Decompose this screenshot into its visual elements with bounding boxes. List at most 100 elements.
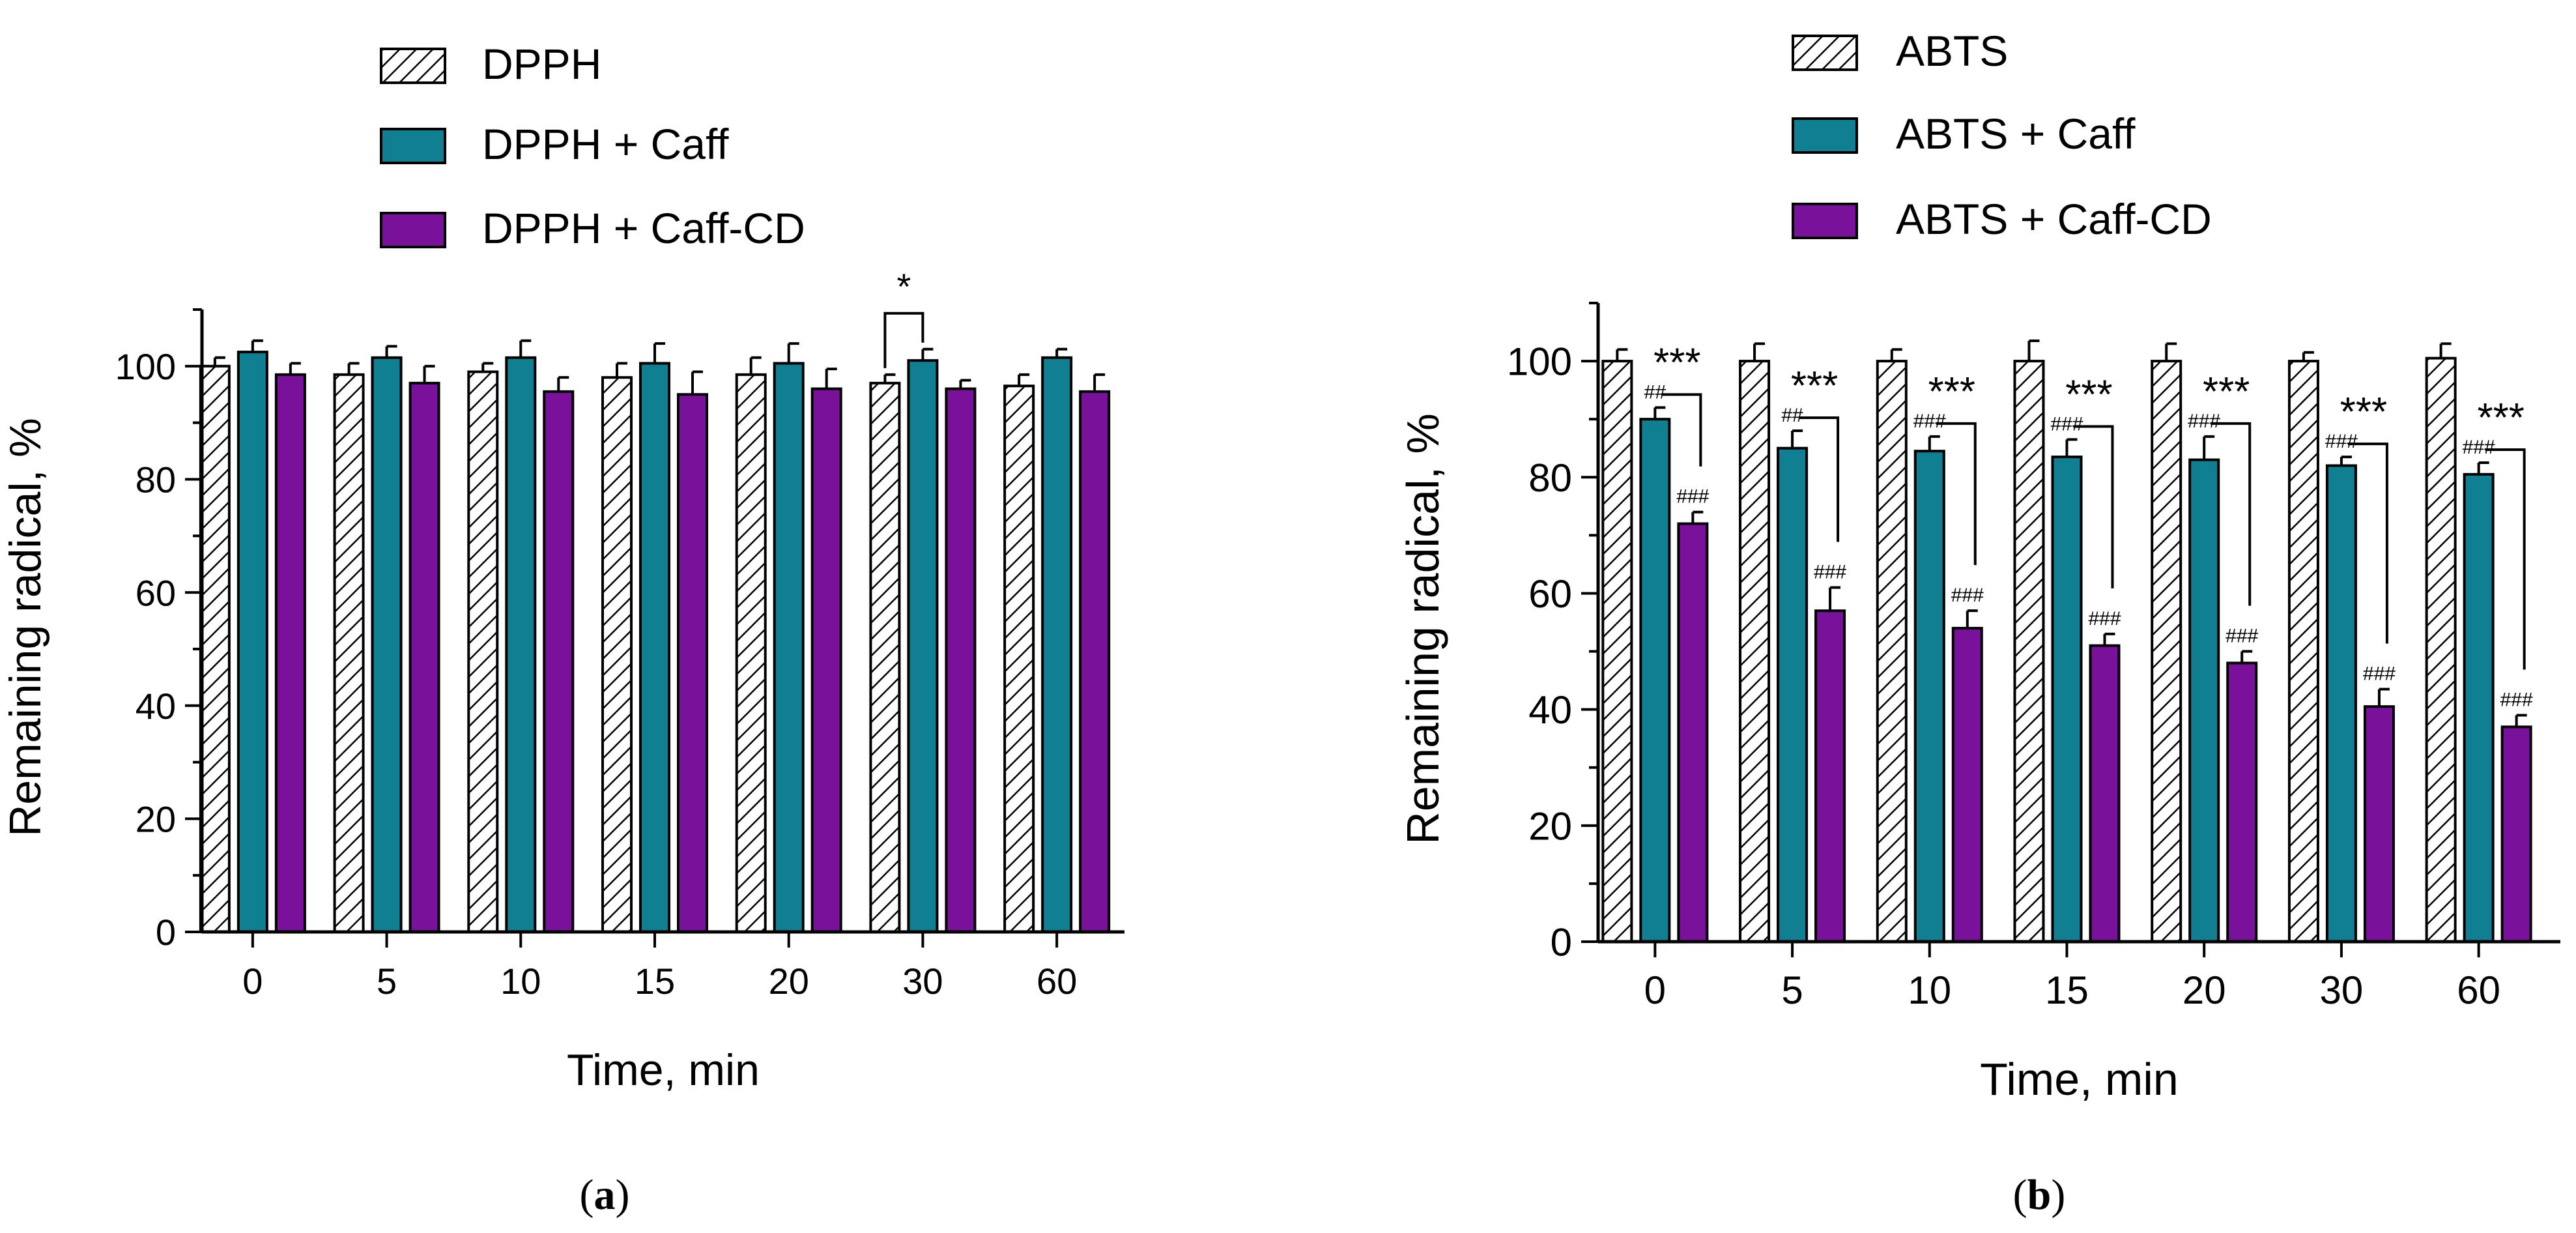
bar-a-0-3 <box>601 376 633 933</box>
bar-b-2-3 <box>2089 644 2121 943</box>
bar-b-2-0 <box>1677 522 1709 943</box>
sig-bracket-a-0 <box>883 312 924 368</box>
sig-bracket-b-6 <box>2485 448 2526 670</box>
panel-b-chart: ABTS ABTS + Caff ABTS + Caff-CD 0 20 40 60 80 10… <box>1397 27 2560 1219</box>
sig-label-b-1: *** <box>1791 364 1838 409</box>
panel-a-chart: DPPH DPPH + Caff DPPH + Caff-CD 0 20 40 60 80 10… <box>1 40 1124 1219</box>
legend-swatch-a-1 <box>380 128 446 164</box>
bar-a-2-1 <box>408 381 440 933</box>
sig-bracket-b-2 <box>1936 422 1977 566</box>
bar-annotation-b-9: ### <box>2225 626 2258 647</box>
bar-a-1-0 <box>236 351 268 933</box>
bar-b-1-6 <box>2463 472 2495 943</box>
y-axis-title-a: Remaining radical, % <box>1 418 50 837</box>
x-tick-label-a-6: 60 <box>1037 961 1077 1002</box>
legend-swatch-b-2 <box>1792 203 1858 239</box>
sig-label-b-4: *** <box>2203 370 2250 414</box>
panel-label-letter-b: b <box>2027 1171 2052 1219</box>
bar-annotation-b-1: ### <box>1676 486 1709 508</box>
bar-b-2-2 <box>1951 626 1983 944</box>
sig-bracket-b-0 <box>1661 393 1702 467</box>
legend-label-b-2: ABTS + Caff-CD <box>1896 195 2212 243</box>
x-tick-label-b-2: 10 <box>1908 968 1951 1012</box>
bar-annotation-b-10: ### <box>2325 431 2358 452</box>
x-tick-label-a-4: 20 <box>769 961 809 1002</box>
legend-label-a-2: DPPH + Caff-CD <box>482 204 805 252</box>
bar-annotation-b-11: ### <box>2363 663 2396 684</box>
x-tick-label-a-0: 0 <box>242 961 263 1002</box>
panel-label-letter-a: a <box>594 1171 616 1219</box>
bar-b-1-3 <box>2051 456 2083 943</box>
sig-bracket-b-1 <box>1799 416 1840 542</box>
bar-annotation-b-3: ### <box>1814 562 1846 583</box>
bar-a-1-2 <box>505 356 537 933</box>
x-tick-label-b-4: 20 <box>2182 968 2226 1012</box>
y-tick-label-a-3: 60 <box>136 572 176 613</box>
x-tick-label-a-2: 10 <box>500 961 541 1002</box>
legend-label-a-1: DPPH + Caff <box>482 120 729 168</box>
sig-label-b-5: *** <box>2340 390 2387 435</box>
bar-a-1-5 <box>907 359 939 933</box>
bar-b-2-5 <box>2363 705 2395 943</box>
sig-label-b-2: *** <box>1928 370 1975 414</box>
x-axis-title-a: Time, min <box>567 1045 760 1095</box>
bar-a-0-0 <box>199 364 231 933</box>
bar-a-2-5 <box>945 387 977 933</box>
y-axis-title-b: Remaining radical, % <box>1397 413 1448 844</box>
bar-a-1-4 <box>773 362 805 933</box>
y-tick-label-a-4: 80 <box>136 459 176 500</box>
bar-a-2-3 <box>677 393 708 933</box>
bar-annotation-b-13: ### <box>2500 689 2533 711</box>
legend-label-a-0: DPPH <box>482 40 601 88</box>
y-tick-label-b-4: 80 <box>1528 456 1572 500</box>
bar-b-0-2 <box>1876 360 1908 943</box>
bar-annotation-b-6: ### <box>2050 413 2083 435</box>
panel-label-a: (a) <box>580 1171 630 1219</box>
bar-a-0-4 <box>735 373 767 933</box>
sig-label-b-3: *** <box>2065 372 2112 417</box>
sig-bracket-b-5 <box>2347 442 2388 644</box>
y-tick-label-b-3: 60 <box>1528 572 1572 616</box>
sig-label-b-0: *** <box>1653 340 1700 385</box>
bar-b-1-5 <box>2325 464 2357 943</box>
legend-swatch-b-1 <box>1792 117 1858 154</box>
bar-a-2-4 <box>810 387 842 933</box>
bar-a-0-2 <box>467 370 499 933</box>
legend-swatch-a-0 <box>380 48 446 84</box>
bar-a-2-2 <box>543 390 575 933</box>
bar-annotation-b-0: ## <box>1644 381 1667 403</box>
y-tick-label-a-0: 0 <box>156 912 176 953</box>
bar-annotation-b-2: ## <box>1781 405 1803 426</box>
x-tick-label-a-3: 15 <box>635 961 675 1002</box>
bar-a-0-1 <box>333 373 365 933</box>
legend-label-b-1: ABTS + Caff <box>1896 109 2136 158</box>
y-tick-label-b-1: 20 <box>1528 804 1572 848</box>
legend-label-b-0: ABTS <box>1896 27 2008 75</box>
bar-b-2-1 <box>1814 609 1846 943</box>
y-tick-label-b-2: 40 <box>1528 688 1572 732</box>
panel-label-b: (b) <box>2013 1171 2066 1219</box>
bar-a-2-6 <box>1079 390 1111 933</box>
x-axis-title-b: Time, min <box>1980 1054 2179 1105</box>
bar-b-2-6 <box>2500 725 2532 943</box>
legend-swatch-a-2 <box>380 212 446 248</box>
x-tick-label-b-5: 30 <box>2320 968 2364 1012</box>
sig-label-a-0: * <box>897 266 911 307</box>
bar-annotation-b-7: ### <box>2088 608 2121 630</box>
y-tick-label-a-5: 100 <box>115 346 176 387</box>
bar-b-0-5 <box>2287 360 2319 943</box>
bar-b-1-2 <box>1913 450 1945 943</box>
bar-a-2-0 <box>274 373 306 933</box>
bar-annotation-b-8: ### <box>2188 411 2220 432</box>
bar-b-0-0 <box>1601 360 1633 943</box>
bar-a-1-3 <box>639 362 670 933</box>
bar-b-1-0 <box>1639 418 1671 943</box>
legend-swatch-b-0 <box>1792 35 1858 71</box>
bar-b-0-3 <box>2013 360 2045 943</box>
sig-bracket-b-4 <box>2211 422 2252 606</box>
x-tick-label-b-3: 15 <box>2045 968 2089 1012</box>
x-tick-label-b-6: 60 <box>2457 968 2500 1012</box>
x-tick-label-a-1: 5 <box>377 961 397 1002</box>
sig-label-b-6: *** <box>2477 396 2524 441</box>
